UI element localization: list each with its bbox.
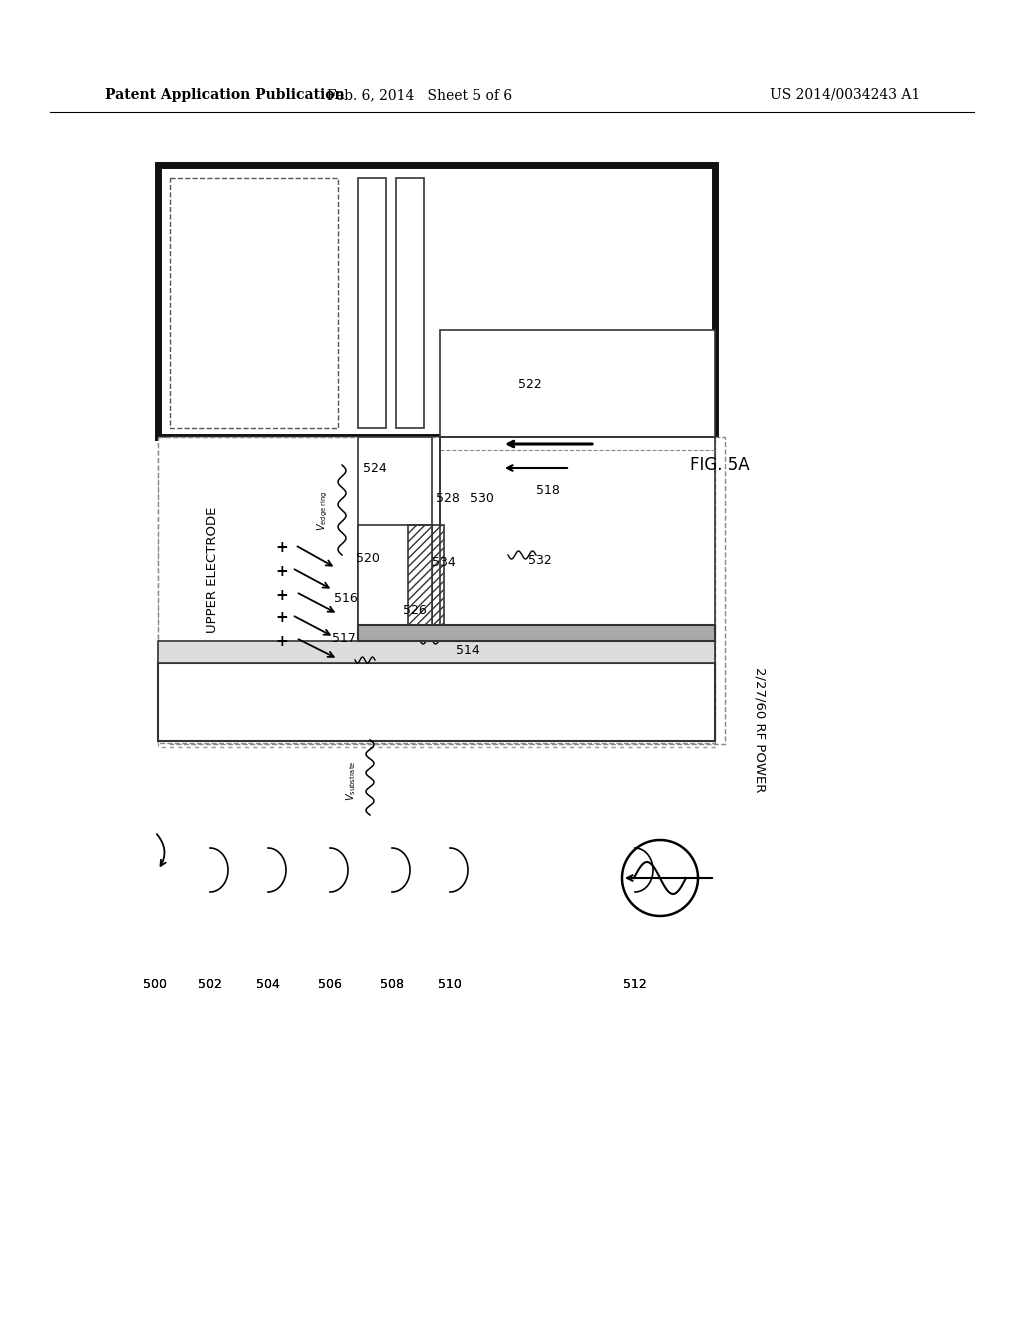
Bar	[358, 525, 432, 624]
Bar	[170, 178, 338, 428]
Text: 506: 506	[318, 978, 342, 991]
Text: 502: 502	[198, 978, 222, 991]
Text: 502: 502	[198, 978, 222, 991]
Text: +: +	[275, 610, 289, 626]
Text: 500: 500	[143, 978, 167, 991]
Bar	[358, 178, 386, 428]
Text: UPPER ELECTRODE: UPPER ELECTRODE	[207, 507, 219, 634]
Text: Feb. 6, 2014   Sheet 5 of 6: Feb. 6, 2014 Sheet 5 of 6	[328, 88, 513, 102]
Text: 522: 522	[518, 379, 542, 392]
Text: 532: 532	[528, 553, 552, 566]
Bar	[158, 437, 715, 743]
Text: 514: 514	[456, 644, 480, 656]
Text: 526: 526	[403, 603, 427, 616]
Text: 534: 534	[432, 556, 456, 569]
Bar	[158, 165, 715, 437]
Text: 512: 512	[624, 978, 647, 991]
Text: 510: 510	[438, 978, 462, 991]
Text: FIG. 5A: FIG. 5A	[690, 455, 750, 474]
Bar	[170, 437, 725, 744]
Text: 500: 500	[143, 978, 167, 991]
Text: 516: 516	[334, 591, 357, 605]
Text: 508: 508	[380, 978, 404, 991]
Text: 2/27/60 RF POWER: 2/27/60 RF POWER	[754, 668, 767, 793]
Bar	[158, 437, 715, 747]
Text: 517: 517	[332, 631, 356, 644]
Text: +: +	[275, 589, 289, 603]
Bar	[440, 437, 715, 657]
Text: 508: 508	[380, 978, 404, 991]
Text: +: +	[275, 635, 289, 649]
Text: $\mathit{V}_\mathrm{substrate}$: $\mathit{V}_\mathrm{substrate}$	[344, 760, 358, 801]
Text: 512: 512	[624, 978, 647, 991]
Bar	[358, 437, 432, 657]
Bar	[158, 663, 715, 741]
Text: 524: 524	[364, 462, 387, 474]
Text: 504: 504	[256, 978, 280, 991]
Text: +: +	[275, 565, 289, 579]
Text: 504: 504	[256, 978, 280, 991]
Bar	[408, 525, 444, 624]
Text: 510: 510	[438, 978, 462, 991]
Text: $\mathit{V}_\mathrm{edge\ ring}$: $\mathit{V}_\mathrm{edge\ ring}$	[315, 490, 330, 531]
Bar	[396, 178, 424, 428]
Text: 530: 530	[470, 491, 494, 504]
Text: 506: 506	[318, 978, 342, 991]
Text: 520: 520	[356, 552, 380, 565]
Bar	[358, 624, 715, 642]
Bar	[158, 642, 715, 663]
Text: 528: 528	[436, 491, 460, 504]
Text: 518: 518	[536, 483, 560, 496]
Text: Patent Application Publication: Patent Application Publication	[105, 88, 345, 102]
Text: +: +	[275, 540, 289, 556]
Bar	[440, 330, 715, 438]
Text: US 2014/0034243 A1: US 2014/0034243 A1	[770, 88, 920, 102]
